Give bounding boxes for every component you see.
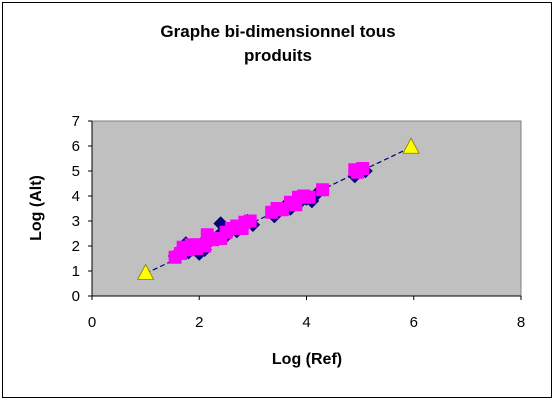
square-point bbox=[243, 214, 257, 228]
x-tick-label: 6 bbox=[410, 314, 418, 331]
y-tick-label: 7 bbox=[72, 113, 80, 130]
y-tick-label: 6 bbox=[72, 138, 80, 155]
y-tick-label: 5 bbox=[72, 163, 80, 180]
chart-title-line-2: produits bbox=[244, 46, 312, 65]
y-tick-label: 3 bbox=[72, 213, 80, 230]
y-tick-label: 0 bbox=[72, 288, 80, 305]
y-tick-label: 1 bbox=[72, 263, 80, 280]
x-tick-label: 8 bbox=[517, 314, 525, 331]
chart-frame: Graphe bi-dimensionnel tous produits 0 1 2… bbox=[2, 2, 552, 398]
plot-area bbox=[91, 120, 522, 297]
x-tick-label: 2 bbox=[195, 314, 203, 331]
x-tick-label: 4 bbox=[302, 314, 310, 331]
y-tick-label: 4 bbox=[72, 188, 80, 205]
y-tick-label: 2 bbox=[72, 238, 80, 255]
scatter-chart: Graphe bi-dimensionnel tous produits 0 1 2… bbox=[28, 22, 525, 368]
square-point bbox=[302, 190, 316, 204]
square-point bbox=[356, 162, 370, 175]
x-axis-ticks: 0 2 4 6 8 bbox=[88, 296, 525, 331]
y-axis-ticks: 0 1 2 3 4 5 6 7 bbox=[72, 113, 92, 305]
y-axis-label: Log (Alt) bbox=[28, 175, 45, 241]
triangle-point bbox=[402, 137, 420, 154]
x-axis-label: Log (Ref) bbox=[272, 351, 342, 368]
chart-title-line-1: Graphe bi-dimensionnel tous bbox=[160, 22, 395, 41]
square-point bbox=[316, 183, 330, 197]
x-tick-label: 0 bbox=[88, 314, 96, 331]
data-series bbox=[136, 137, 420, 280]
triangle-point bbox=[136, 263, 155, 280]
